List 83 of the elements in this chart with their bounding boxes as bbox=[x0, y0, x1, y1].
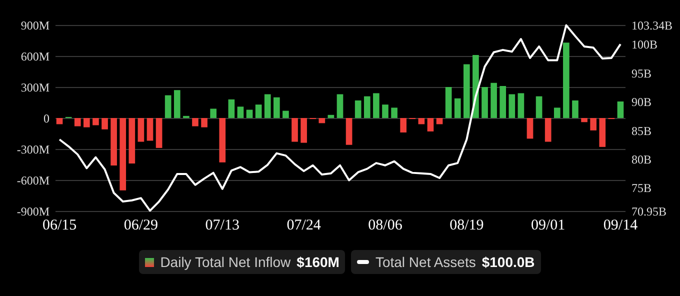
bar bbox=[282, 110, 289, 118]
bar bbox=[572, 100, 578, 118]
bar bbox=[427, 118, 434, 132]
x-tick-label: 08/19 bbox=[450, 218, 484, 234]
legend-label: Total Net Assets $100.0B bbox=[375, 254, 535, 270]
bar bbox=[74, 118, 81, 126]
bar bbox=[354, 100, 362, 118]
x-tick-label: 06/15 bbox=[42, 218, 77, 234]
x-tick-label: 09/01 bbox=[531, 218, 566, 234]
y-tick-label: 900M bbox=[20, 18, 50, 32]
bar bbox=[482, 87, 488, 118]
bar bbox=[454, 98, 461, 118]
y2-tick-label: 95B bbox=[632, 66, 652, 80]
y-tick-label: -600M bbox=[16, 174, 50, 188]
x-tick-label: 06/29 bbox=[124, 218, 158, 234]
bar bbox=[210, 108, 216, 118]
bar bbox=[292, 118, 298, 142]
x-tick-label: 07/13 bbox=[205, 218, 240, 234]
bar bbox=[581, 118, 588, 122]
bar bbox=[563, 42, 570, 118]
bar bbox=[237, 106, 244, 118]
bar bbox=[382, 104, 388, 118]
bar bbox=[526, 118, 534, 139]
bar bbox=[274, 97, 280, 118]
bar bbox=[56, 118, 63, 124]
y2-tick-label: 90B bbox=[632, 95, 652, 110]
bar bbox=[146, 118, 154, 141]
bar bbox=[336, 94, 344, 118]
bar bbox=[391, 108, 398, 118]
bar bbox=[192, 118, 198, 126]
bar bbox=[156, 118, 162, 148]
bar bbox=[490, 82, 497, 118]
bar bbox=[120, 118, 126, 190]
bar bbox=[590, 118, 596, 130]
bar bbox=[174, 90, 180, 118]
bar bbox=[617, 101, 624, 118]
bar bbox=[500, 86, 506, 118]
bar bbox=[219, 118, 226, 162]
y2-tick-label: 70.95B bbox=[632, 204, 667, 218]
y2-tick-label: 103.34B bbox=[632, 18, 673, 32]
bar bbox=[364, 96, 370, 118]
bar bbox=[255, 104, 262, 118]
bar bbox=[536, 96, 542, 118]
y-tick-label: 300M bbox=[20, 80, 50, 94]
bar bbox=[373, 93, 380, 118]
y2-tick-label: 85B bbox=[632, 124, 652, 138]
line-series bbox=[58, 24, 622, 212]
bar bbox=[464, 64, 470, 118]
y-tick-label: -900M bbox=[16, 204, 50, 218]
bar bbox=[599, 118, 606, 147]
y2-tick-label: 100B bbox=[632, 38, 658, 52]
y2-tick-label: 80B bbox=[632, 152, 652, 167]
bar bbox=[128, 118, 136, 164]
legend-label: Daily Total Net Inflow $160M bbox=[160, 254, 340, 270]
bar bbox=[164, 95, 172, 118]
x-tick-label: 08/06 bbox=[368, 218, 403, 234]
x-tick-label: 07/24 bbox=[286, 218, 322, 234]
bar bbox=[300, 118, 307, 143]
bar bbox=[102, 118, 108, 130]
bar bbox=[544, 118, 552, 142]
x-tick-label: 09/14 bbox=[603, 218, 638, 234]
bar bbox=[508, 94, 516, 118]
bar bbox=[346, 118, 352, 145]
bar bbox=[84, 118, 90, 128]
bar bbox=[445, 87, 452, 118]
bar bbox=[201, 118, 208, 128]
bar bbox=[518, 93, 524, 118]
y-tick-label: -300M bbox=[16, 142, 50, 156]
y-tick-label: 0 bbox=[44, 112, 50, 126]
bar bbox=[318, 118, 326, 124]
bar bbox=[246, 110, 253, 118]
bar bbox=[400, 118, 406, 132]
bar bbox=[264, 94, 271, 118]
bar bbox=[92, 118, 99, 126]
bar bbox=[110, 118, 117, 166]
bar bbox=[228, 99, 235, 118]
bar bbox=[436, 118, 443, 124]
bar bbox=[554, 108, 560, 118]
bar bbox=[138, 118, 144, 142]
y2-tick-label: 75B bbox=[632, 181, 652, 196]
bar bbox=[418, 118, 425, 124]
bar bbox=[328, 114, 334, 118]
y-tick-label: 600M bbox=[20, 50, 50, 64]
